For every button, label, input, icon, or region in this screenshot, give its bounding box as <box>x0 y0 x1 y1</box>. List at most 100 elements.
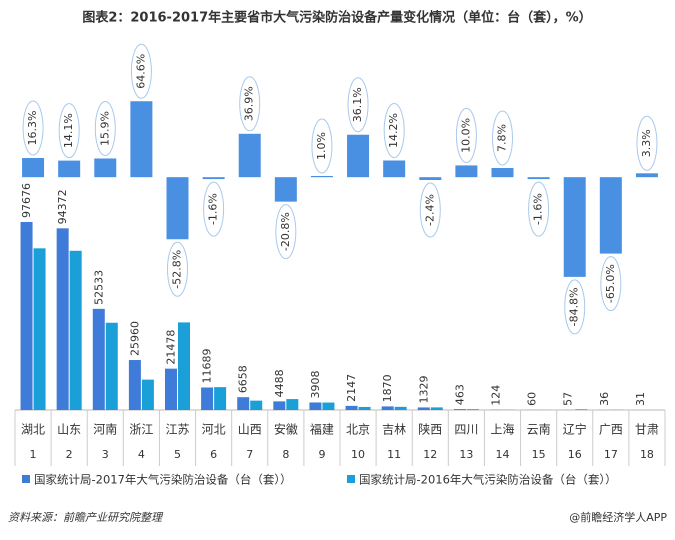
rank-label: 16 <box>568 448 582 461</box>
bar <box>201 387 213 410</box>
rank-label: 12 <box>423 448 437 461</box>
bar <box>142 380 154 410</box>
growth-label: -20.8% <box>279 212 292 251</box>
rank-label: 11 <box>387 448 401 461</box>
value-label: 1870 <box>381 374 394 402</box>
x-tick-label: 河北 <box>202 423 226 437</box>
source: 资料来源：前瞻产业研究院整理 <box>8 511 164 524</box>
x-tick-label: 河南 <box>93 422 117 437</box>
growth-label: 3.3% <box>640 129 653 157</box>
rank-label: 1 <box>30 448 37 461</box>
rank-label: 8 <box>282 448 289 461</box>
x-tick-label: 吉林 <box>382 423 406 437</box>
legend-label: 国家统计局-2017年大气污染防治设备（台（套）） <box>34 473 292 487</box>
bar <box>359 407 371 410</box>
growth-bar <box>167 177 189 239</box>
chart-title: 图表2：2016-2017年主要省市大气污染防治设备产量变化情况（单位：台（套）… <box>82 10 591 26</box>
bar <box>178 322 190 410</box>
rank-label: 17 <box>604 448 618 461</box>
value-label: 94372 <box>56 189 69 224</box>
value-label: 3908 <box>309 370 322 398</box>
x-tick-label: 北京 <box>346 423 370 437</box>
bar <box>395 407 407 410</box>
growth-label: 7.8% <box>496 124 509 152</box>
value-label: 60 <box>526 392 539 406</box>
value-label: 97676 <box>20 183 33 218</box>
bar <box>431 407 443 410</box>
x-tick-label: 安徽 <box>274 422 298 437</box>
bar <box>382 406 394 410</box>
growth-label: 36.1% <box>351 87 364 122</box>
rank-label: 14 <box>496 448 510 461</box>
bar <box>346 406 358 410</box>
growth-label: 1.0% <box>315 132 328 160</box>
growth-bar <box>239 134 261 177</box>
bar <box>250 401 262 410</box>
value-label: 52533 <box>92 270 105 305</box>
value-label: 6658 <box>237 365 250 393</box>
rank-label: 3 <box>102 448 109 461</box>
growth-label: -2.4% <box>423 194 436 226</box>
growth-bar <box>275 177 297 201</box>
growth-label: -65.0% <box>604 264 617 303</box>
rank-label: 7 <box>246 448 253 461</box>
bar <box>273 401 285 410</box>
bar <box>309 402 321 410</box>
growth-label: -1.6% <box>207 193 220 225</box>
x-tick-label: 广西 <box>599 423 623 437</box>
x-tick-label: 辽宁 <box>563 422 587 437</box>
value-label: 21478 <box>165 330 178 365</box>
growth-label: -1.6% <box>532 193 545 225</box>
growth-label: 15.9% <box>98 111 111 146</box>
rank-label: 6 <box>210 448 217 461</box>
growth-bar <box>455 165 477 177</box>
value-label: 57 <box>562 392 575 406</box>
rank-label: 2 <box>66 448 73 461</box>
value-label: 2147 <box>345 374 358 402</box>
x-tick-label: 福建 <box>310 422 334 437</box>
x-tick-label: 浙江 <box>129 423 153 437</box>
bar <box>165 369 177 410</box>
bar <box>454 409 466 410</box>
rank-label: 10 <box>351 448 365 461</box>
x-tick-label: 四川 <box>454 423 478 437</box>
growth-label: 36.9% <box>243 86 256 121</box>
bar <box>70 251 82 410</box>
value-label: 1329 <box>417 375 430 403</box>
growth-bar <box>347 135 369 177</box>
bar <box>418 407 430 410</box>
growth-bar <box>419 177 441 180</box>
value-label: 124 <box>490 385 503 406</box>
x-tick-label: 甘肃 <box>635 423 659 437</box>
value-label: 4488 <box>273 369 286 397</box>
bar <box>237 397 249 410</box>
growth-label: 10.0% <box>459 118 472 153</box>
x-tick-label: 云南 <box>527 422 551 437</box>
value-label: 25960 <box>128 321 141 356</box>
rank-label: 15 <box>532 448 546 461</box>
growth-bar <box>22 158 44 177</box>
rank-label: 13 <box>459 448 473 461</box>
legend-swatch <box>22 475 30 483</box>
growth-bar <box>94 158 116 177</box>
bar <box>93 309 105 410</box>
bar <box>129 360 141 410</box>
legend-label: 国家统计局-2016年大气污染防治设备（台（套）） <box>359 473 617 487</box>
rank-label: 18 <box>640 448 654 461</box>
growth-bar <box>528 177 550 179</box>
value-label: 36 <box>598 392 611 406</box>
bar <box>575 409 587 410</box>
growth-bar <box>130 101 152 177</box>
growth-bar <box>492 168 514 177</box>
brand: @前瞻经济学人APP <box>569 510 667 524</box>
value-label: 463 <box>453 384 466 405</box>
growth-bar <box>600 177 622 253</box>
growth-bar <box>203 177 225 179</box>
x-tick-label: 上海 <box>490 422 514 437</box>
growth-bar <box>636 173 658 177</box>
bar <box>214 387 226 410</box>
x-tick-label: 山东 <box>57 423 81 437</box>
rank-label: 9 <box>318 448 325 461</box>
growth-bar <box>311 176 333 177</box>
growth-label: -52.8% <box>171 250 184 289</box>
